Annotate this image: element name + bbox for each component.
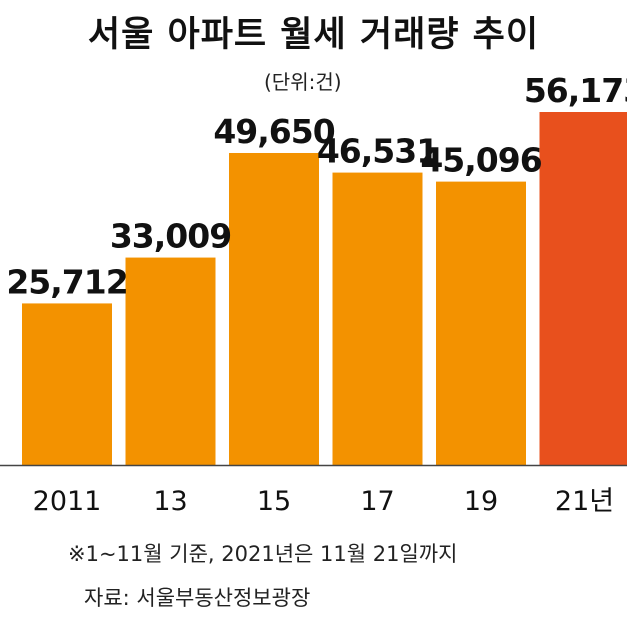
bars-group <box>22 112 627 465</box>
tick-label-0: 2011 <box>33 486 102 517</box>
source-note: 자료: 서울부동산정보광장 <box>84 586 311 610</box>
tick-label-2: 15 <box>257 486 291 517</box>
footnote: ※1~11월 기준, 2021년은 11월 21일까지 <box>68 542 458 566</box>
value-label-4: 45,096 <box>420 141 541 180</box>
value-label-5: 56,173 <box>524 71 627 110</box>
value-label-3: 46,531 <box>317 132 438 171</box>
value-label-1: 33,009 <box>110 217 231 256</box>
chart-title: 서울 아파트 월세 거래량 추이 <box>87 15 540 55</box>
bar-1 <box>125 257 216 465</box>
unit-note: (단위:건) <box>264 70 342 94</box>
tick-labels-group: 2011 13 15 17 19 21년 <box>33 486 614 517</box>
bar-3 <box>332 172 423 465</box>
value-label-0: 25,712 <box>6 262 127 301</box>
tick-label-1: 13 <box>153 486 187 517</box>
tick-label-4: 19 <box>464 486 498 517</box>
tick-label-3: 17 <box>360 486 394 517</box>
tick-label-5: 21년 <box>555 486 614 517</box>
bar-0 <box>22 303 112 465</box>
bar-5 <box>539 112 627 465</box>
bar-2 <box>229 152 319 465</box>
bar-4 <box>436 181 526 465</box>
value-label-2: 49,650 <box>213 112 334 151</box>
